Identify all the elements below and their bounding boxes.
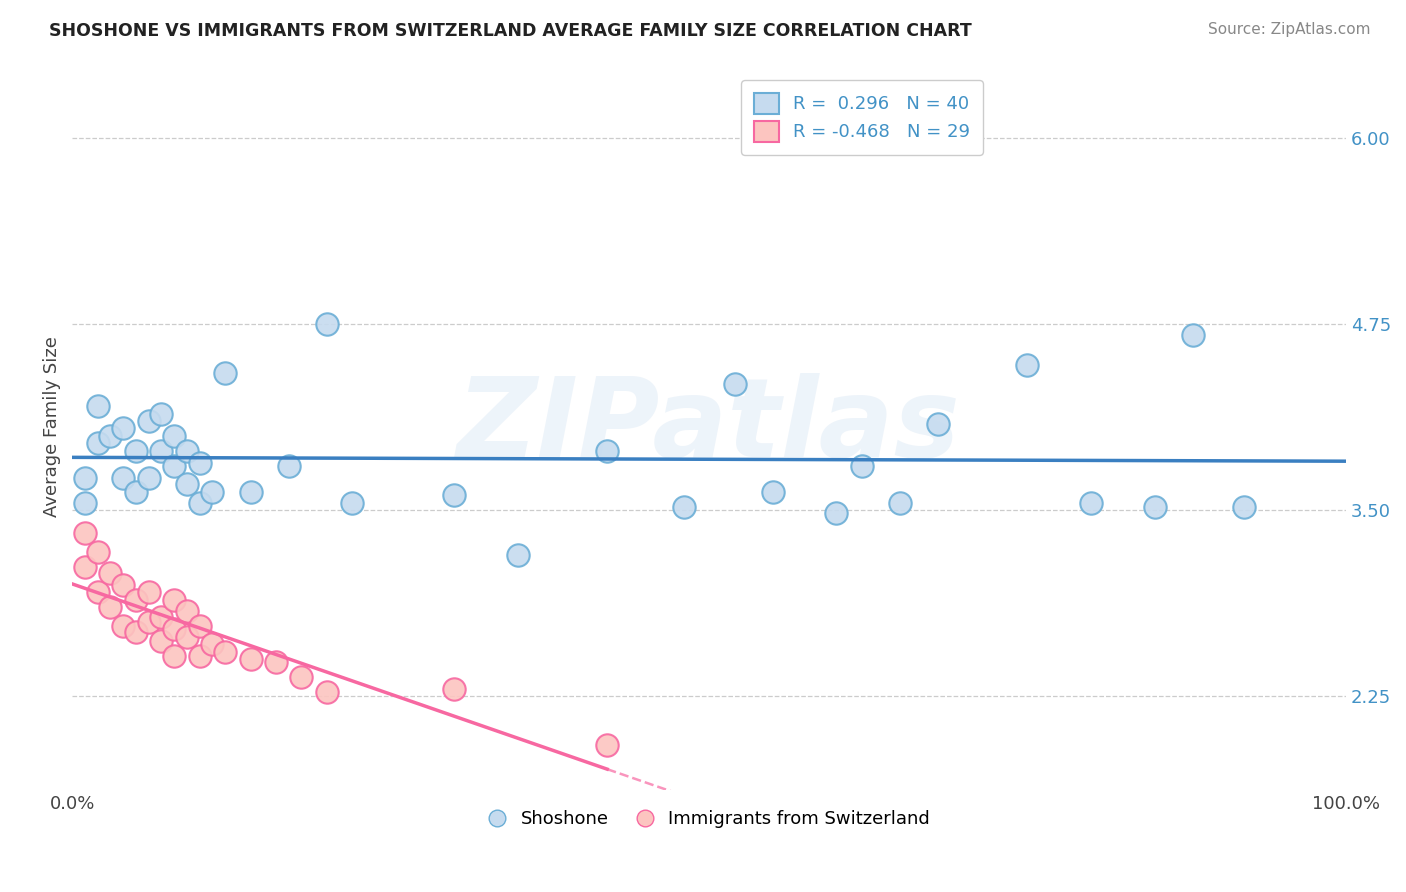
- Point: [86, 399, 108, 413]
- Point: [112, 619, 135, 633]
- Point: [125, 485, 148, 500]
- Point: [316, 684, 339, 698]
- Point: [443, 681, 465, 696]
- Point: [214, 644, 236, 658]
- Point: [163, 458, 186, 473]
- Point: [112, 470, 135, 484]
- Point: [927, 417, 949, 431]
- Point: [125, 592, 148, 607]
- Point: [188, 456, 211, 470]
- Point: [150, 443, 173, 458]
- Point: [86, 436, 108, 450]
- Point: [112, 577, 135, 591]
- Point: [889, 496, 911, 510]
- Point: [188, 648, 211, 663]
- Point: [851, 458, 873, 473]
- Point: [596, 443, 619, 458]
- Point: [150, 610, 173, 624]
- Point: [342, 496, 364, 510]
- Point: [316, 318, 339, 332]
- Point: [150, 407, 173, 421]
- Text: ZIPatlas: ZIPatlas: [457, 374, 960, 481]
- Point: [163, 648, 186, 663]
- Point: [201, 637, 224, 651]
- Y-axis label: Average Family Size: Average Family Size: [44, 336, 60, 517]
- Point: [214, 367, 236, 381]
- Point: [443, 488, 465, 502]
- Point: [188, 496, 211, 510]
- Point: [672, 500, 695, 515]
- Point: [176, 476, 198, 491]
- Text: SHOSHONE VS IMMIGRANTS FROM SWITZERLAND AVERAGE FAMILY SIZE CORRELATION CHART: SHOSHONE VS IMMIGRANTS FROM SWITZERLAND …: [49, 22, 972, 40]
- Point: [125, 625, 148, 640]
- Point: [163, 622, 186, 636]
- Point: [723, 376, 745, 391]
- Point: [73, 470, 96, 484]
- Point: [825, 506, 848, 520]
- Point: [163, 429, 186, 443]
- Point: [100, 566, 122, 580]
- Legend: Shoshone, Immigrants from Switzerland: Shoshone, Immigrants from Switzerland: [481, 803, 938, 835]
- Point: [201, 485, 224, 500]
- Point: [1233, 500, 1256, 515]
- Point: [176, 443, 198, 458]
- Point: [86, 585, 108, 599]
- Point: [1080, 496, 1102, 510]
- Point: [86, 545, 108, 559]
- Point: [138, 414, 160, 428]
- Point: [138, 470, 160, 484]
- Point: [73, 525, 96, 540]
- Point: [176, 630, 198, 644]
- Point: [100, 429, 122, 443]
- Text: Source: ZipAtlas.com: Source: ZipAtlas.com: [1208, 22, 1371, 37]
- Point: [290, 670, 312, 684]
- Point: [100, 599, 122, 614]
- Point: [176, 604, 198, 618]
- Point: [239, 652, 262, 666]
- Point: [73, 559, 96, 574]
- Point: [596, 739, 619, 753]
- Point: [1182, 327, 1205, 342]
- Point: [264, 655, 287, 669]
- Point: [138, 615, 160, 629]
- Point: [150, 634, 173, 648]
- Point: [125, 443, 148, 458]
- Point: [762, 485, 785, 500]
- Point: [1017, 358, 1039, 372]
- Point: [506, 548, 529, 562]
- Point: [112, 421, 135, 435]
- Point: [163, 592, 186, 607]
- Point: [1143, 500, 1166, 515]
- Point: [138, 585, 160, 599]
- Point: [277, 458, 299, 473]
- Point: [188, 619, 211, 633]
- Point: [73, 496, 96, 510]
- Point: [239, 485, 262, 500]
